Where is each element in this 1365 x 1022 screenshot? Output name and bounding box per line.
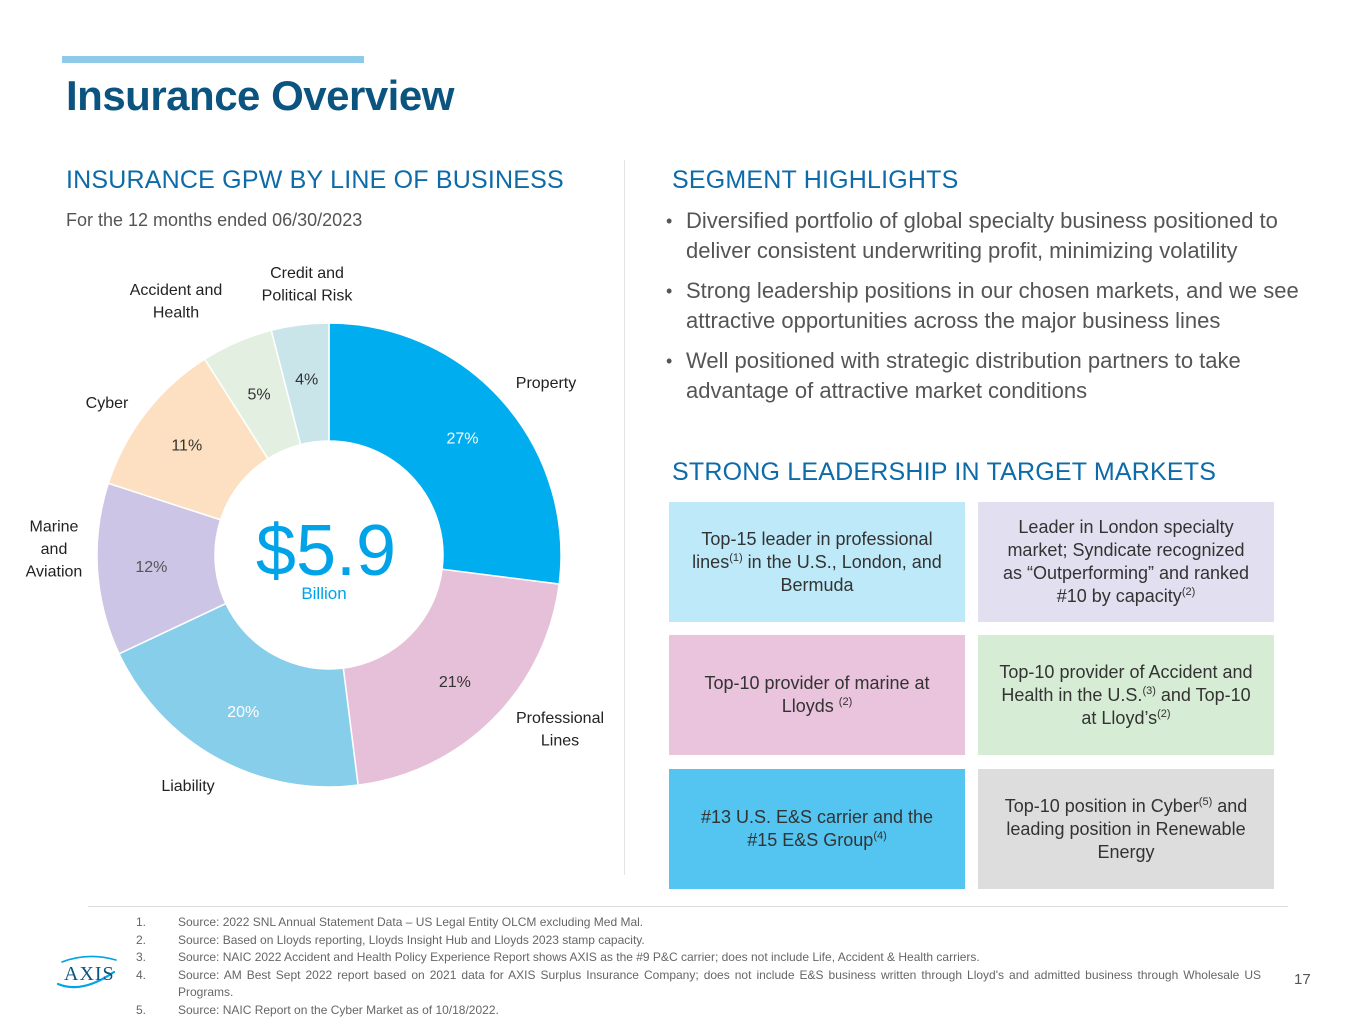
gpw-section-heading: INSURANCE GPW BY LINE OF BUSINESS (66, 166, 564, 194)
page-number: 17 (1294, 971, 1311, 988)
footnote-ref: (1) (729, 551, 743, 564)
leadership-box-text: Top-15 leader in professional lines(1) i… (692, 528, 942, 595)
total-unit: Billion (301, 584, 346, 603)
leadership-box-text: Leader in London specialty market; Syndi… (1002, 517, 1250, 606)
slice-category-label: Property (516, 375, 576, 392)
footnote-number: 1. (136, 915, 147, 929)
slice-value-label: 12% (135, 559, 167, 576)
leadership-box: Top-10 provider of marine at Lloyds (2) (669, 635, 965, 755)
segment-highlights-heading: SEGMENT HIGHLIGHTS (672, 166, 959, 194)
slice-liability (118, 602, 359, 788)
slice-category-label: Marine and Aviation (26, 519, 83, 581)
highlight-bullet: Strong leadership positions in our chose… (666, 276, 1306, 336)
axis-logo-text: AXIS (64, 963, 115, 985)
slice-value-label: 27% (447, 430, 479, 447)
footnote-text: Source: NAIC 2022 Accident and Health Po… (178, 950, 980, 965)
slice-value-label: 5% (248, 386, 271, 403)
slice-category-label: Credit and Political Risk (262, 265, 354, 305)
slice-value-label: 20% (227, 704, 259, 721)
footnote-text: Source: Based on Lloyds reporting, Lloyd… (178, 932, 645, 947)
footnote: 4. Source: AM Best Sept 2022 report based… (136, 967, 1261, 1002)
leadership-box: Top-10 provider of Accident and Health i… (978, 635, 1274, 755)
slice-value-label: 21% (439, 674, 471, 691)
slice-value-label: 4% (295, 371, 318, 388)
leadership-box-text: #13 U.S. E&S carrier and the #15 E&S Gro… (700, 807, 934, 850)
slice-category-label: Liability (161, 778, 214, 795)
footer-divider (88, 906, 1288, 907)
slice-category-label: Accident and Health (130, 282, 223, 322)
gpw-donut-chart: 27% Property 21% Professional Lines 20% Liabil… (26, 265, 604, 795)
column-divider (624, 160, 625, 875)
title-accent-bar (62, 56, 364, 63)
slice-professional-lines (342, 568, 561, 787)
leadership-box: #13 U.S. E&S carrier and the #15 E&S Gro… (669, 769, 965, 889)
slice-credit-and-political-risk (270, 322, 330, 446)
footnote-text: Source: AM Best Sept 2022 report based o… (178, 967, 1261, 1000)
leadership-box: Top-15 leader in professional lines(1) i… (669, 502, 965, 622)
footnote: 5. Source: NAIC Report on the Cyber Marke… (136, 1002, 1261, 1020)
footnote: 2. Source: Based on Lloyds reporting, Llo… (136, 932, 1261, 950)
footnote-number: 2. (136, 932, 147, 947)
footnote-ref: (3) (1142, 684, 1156, 697)
footnote-text: Source: 2022 SNL Annual Statement Data –… (178, 915, 644, 929)
highlights-list: Diversified portfolio of global specialt… (666, 206, 1306, 416)
footnote-ref: (2) (1181, 586, 1196, 598)
slice-category-label: Cyber (86, 395, 129, 412)
footnote-ref: (2) (1157, 707, 1171, 720)
leadership-box-text: Top-10 provider of Accident and Health i… (999, 661, 1253, 728)
slice-category-label: Professional Lines (516, 710, 604, 750)
highlight-bullet: Diversified portfolio of global specialt… (666, 206, 1306, 266)
page-title: Insurance Overview (66, 72, 454, 119)
leadership-box-text: Top-10 provider of marine at Lloyds (2) (704, 673, 930, 716)
footnote-number: 4. (136, 967, 147, 982)
axis-logo: AXIS (56, 955, 117, 989)
footnote-ref: (4) (873, 830, 887, 842)
footnote-ref: (5) (1198, 795, 1213, 808)
footnotes: 1. Source: 2022 SNL Annual Statement Data… (136, 914, 1261, 1020)
total-value: $5.9 (256, 511, 396, 591)
gpw-period-subtitle: For the 12 months ended 06/30/2023 (66, 210, 363, 230)
slice-property (328, 322, 562, 585)
footnote-text: Source: NAIC Report on the Cyber Market … (178, 1002, 499, 1017)
leadership-box-text: Top-10 position in Cyber(5) and leading … (1004, 795, 1248, 862)
footnote-number: 5. (136, 1002, 147, 1017)
slice-value-label: 11% (171, 438, 202, 455)
highlight-bullet: Well positioned with strategic distribut… (666, 346, 1306, 406)
leadership-heading: STRONG LEADERSHIP IN TARGET MARKETS (672, 458, 1217, 486)
footnote-ref: (2) (838, 696, 853, 708)
footnote-number: 3. (136, 950, 147, 965)
footnote: 1. Source: 2022 SNL Annual Statement Data… (136, 914, 1261, 932)
leadership-box: Top-10 position in Cyber(5) and leading … (978, 769, 1274, 889)
leadership-box: Leader in London specialty market; Syndi… (978, 502, 1274, 622)
footnote: 3. Source: NAIC 2022 Accident and Health … (136, 949, 1261, 967)
